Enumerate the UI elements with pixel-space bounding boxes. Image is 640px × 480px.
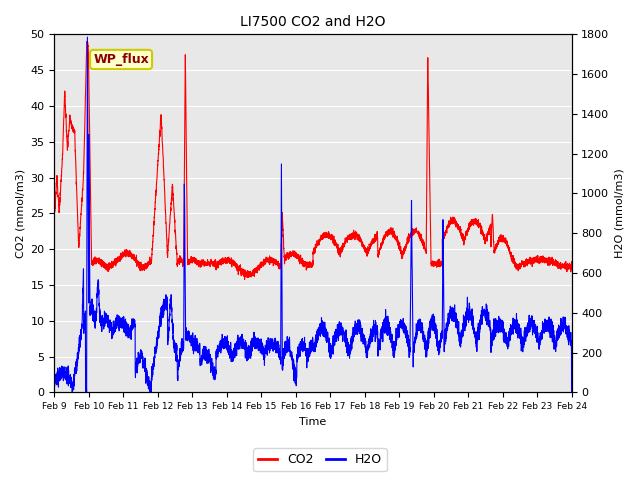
Legend: CO2, H2O: CO2, H2O	[253, 448, 387, 471]
X-axis label: Time: Time	[300, 417, 326, 427]
Text: WP_flux: WP_flux	[93, 53, 149, 66]
Title: LI7500 CO2 and H2O: LI7500 CO2 and H2O	[240, 15, 386, 29]
Y-axis label: H2O (mmol/m3): H2O (mmol/m3)	[615, 168, 625, 258]
Y-axis label: CO2 (mmol/m3): CO2 (mmol/m3)	[15, 169, 25, 258]
